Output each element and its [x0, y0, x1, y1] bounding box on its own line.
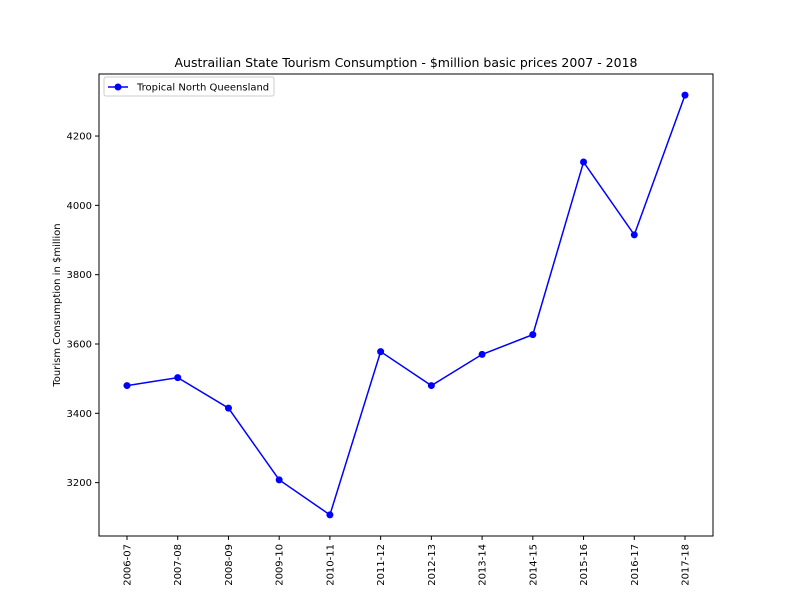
data-point	[681, 91, 689, 99]
series-line	[126, 94, 686, 517]
data-point	[275, 476, 283, 484]
x-tick-label: 2014-15	[528, 544, 539, 586]
y-tick-label: 3800	[67, 270, 92, 281]
data-point	[174, 374, 182, 382]
x-axis-ticks: 2006-07 2007-08 2008-09 2009-10 2010-11 2011-…	[123, 536, 692, 586]
data-point	[123, 382, 131, 390]
plot-area-frame	[98, 73, 714, 537]
data-point	[427, 382, 435, 390]
y-axis-label: Tourism Consumption in $million	[52, 223, 63, 387]
data-point	[377, 348, 385, 356]
x-tick-label: 2009-10	[275, 544, 286, 586]
legend: Tropical North Queensland	[103, 76, 275, 97]
x-tick-label: 2013-14	[478, 544, 489, 586]
x-tick-label: 2007-08	[173, 544, 184, 586]
x-tick-label: 2008-09	[224, 544, 235, 586]
x-tick-label: 2012-13	[427, 544, 438, 586]
y-axis-ticks: 3200 3400 3600 3800 4000 4200	[67, 132, 99, 489]
y-tick-label: 4200	[67, 132, 92, 143]
x-tick-label: 2017-18	[681, 544, 692, 586]
data-point	[224, 404, 232, 412]
x-tick-label: 2010-11	[325, 544, 336, 586]
legend-entry-label: Tropical North Queensland	[136, 83, 269, 94]
data-point	[326, 511, 334, 519]
chart-title: Austrailian State Tourism Consumption - …	[175, 55, 638, 70]
y-tick-label: 3400	[67, 409, 92, 420]
data-point	[478, 350, 486, 358]
x-tick-label: 2006-07	[123, 544, 134, 586]
y-tick-label: 3200	[67, 478, 92, 489]
x-tick-label: 2016-17	[630, 544, 641, 586]
data-point	[529, 331, 537, 339]
series-layer	[123, 91, 689, 519]
data-point	[630, 231, 638, 239]
x-tick-label: 2015-16	[579, 544, 590, 586]
x-tick-label: 2011-12	[376, 544, 387, 586]
data-point	[580, 158, 588, 166]
legend-marker-swatch	[114, 83, 122, 91]
y-tick-label: 4000	[67, 201, 92, 212]
legend-box	[103, 76, 275, 97]
y-tick-label: 3600	[67, 339, 92, 350]
